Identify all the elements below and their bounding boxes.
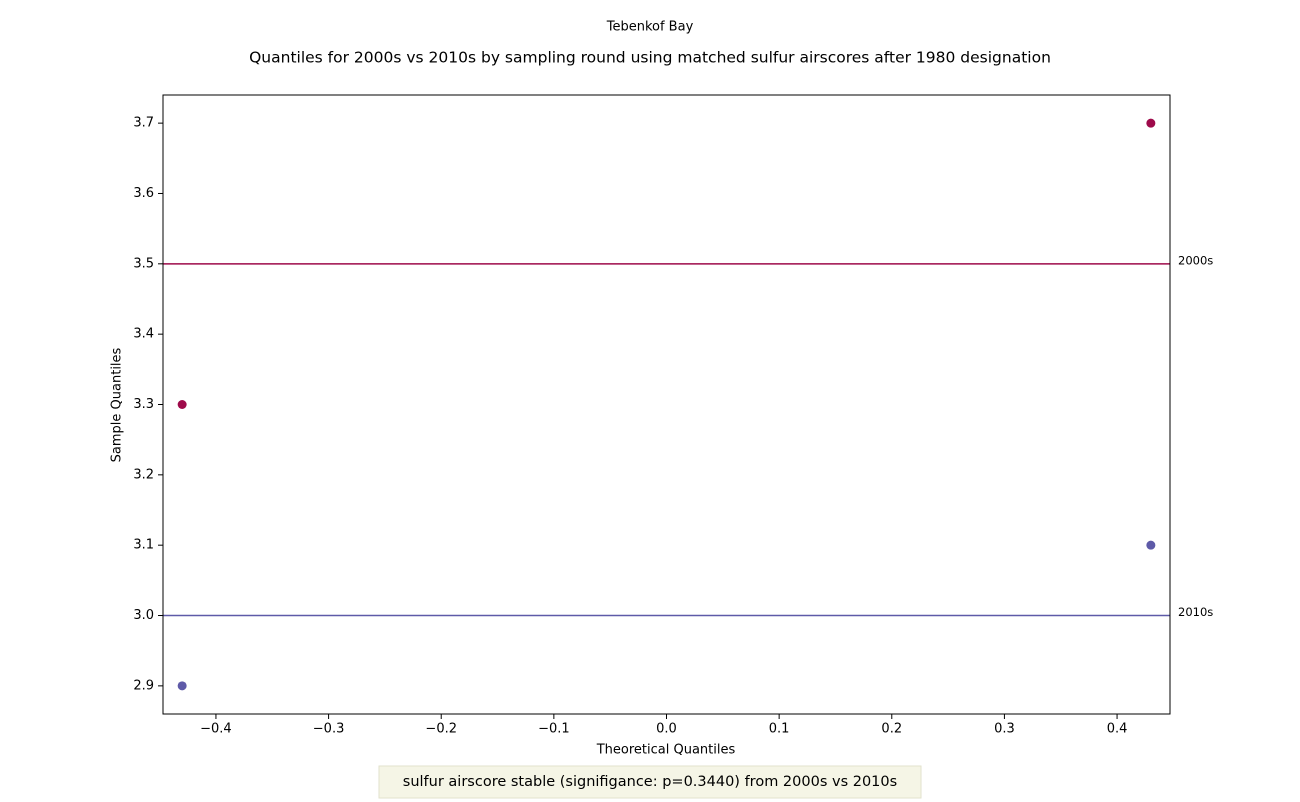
x-tick-label: 0.1: [769, 722, 790, 737]
point: [1146, 118, 1156, 128]
x-axis-label: Theoretical Quantiles: [596, 743, 736, 758]
x-tick-label: 0.4: [1107, 722, 1128, 737]
point: [177, 681, 187, 691]
y-tick-label: 3.7: [133, 116, 154, 131]
y-tick-label: 3.2: [133, 467, 154, 482]
y-tick-label: 3.3: [133, 397, 154, 412]
reference-label: 2000s: [1178, 253, 1213, 267]
y-tick-label: 3.1: [133, 538, 154, 553]
x-tick-label: 0.2: [881, 722, 902, 737]
annotation-box: [378, 765, 922, 799]
y-tick-label: 2.9: [133, 678, 154, 693]
x-tick-label: 0.0: [656, 722, 677, 737]
chart-title: Quantiles for 2000s vs 2010s by sampling…: [249, 49, 1051, 67]
x-tick-label: −0.3: [313, 722, 345, 737]
reference-label: 2010s: [1178, 605, 1213, 619]
y-axis-label: Sample Quantiles: [110, 347, 125, 462]
x-tick-label: −0.2: [425, 722, 457, 737]
point: [177, 400, 187, 409]
x-tick-label: 0.3: [994, 722, 1015, 737]
point: [1146, 540, 1156, 550]
x-tick-label: −0.4: [200, 722, 232, 737]
x-tick-label: −0.1: [538, 722, 570, 737]
y-tick-label: 3.4: [133, 327, 154, 342]
y-tick-label: 3.6: [133, 186, 154, 201]
y-tick-label: 3.5: [133, 256, 154, 271]
plot-frame: [162, 94, 1171, 715]
annotation: sulfur airscore stable (signifigance: p=…: [403, 774, 897, 790]
suptitle: Tebenkof Bay: [606, 20, 694, 35]
y-tick-label: 3.0: [133, 608, 154, 623]
